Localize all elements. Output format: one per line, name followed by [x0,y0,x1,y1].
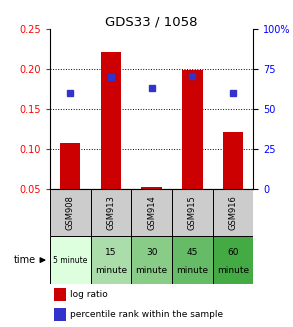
Text: time: time [13,255,35,265]
Bar [50,236,91,284]
Text: log ratio: log ratio [70,290,108,299]
Text: percentile rank within the sample: percentile rank within the sample [70,310,223,319]
Title: GDS33 / 1058: GDS33 / 1058 [105,15,198,28]
Bar [131,188,172,236]
Text: minute: minute [136,266,168,275]
Text: minute: minute [95,266,127,275]
Bar [54,308,66,320]
Text: GSM914: GSM914 [147,195,156,230]
Bar [91,236,131,284]
Text: 30: 30 [146,249,157,257]
Bar [182,70,202,188]
Text: 45: 45 [187,249,198,257]
Bar [54,288,66,301]
Bar [101,53,121,188]
Bar [223,132,243,188]
Text: minute: minute [176,266,208,275]
Text: GSM916: GSM916 [229,195,238,230]
Text: GSM908: GSM908 [66,195,75,230]
Bar [131,236,172,284]
Text: minute: minute [217,266,249,275]
Bar [50,188,91,236]
Text: GSM913: GSM913 [106,195,115,230]
Bar [172,188,213,236]
Text: 60: 60 [227,249,239,257]
Text: 15: 15 [105,249,117,257]
Text: 5 minute: 5 minute [53,256,87,265]
Text: GSM915: GSM915 [188,195,197,230]
Bar [213,236,253,284]
Bar [60,143,80,188]
Bar [91,188,131,236]
Bar [172,236,213,284]
Bar [213,188,253,236]
Bar [142,187,162,188]
